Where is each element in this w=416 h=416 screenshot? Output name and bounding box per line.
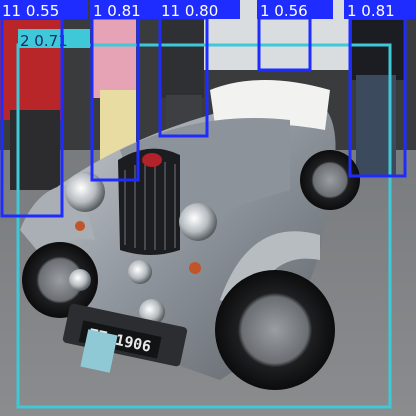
detection-box-2[interactable]: 2 0.71	[16, 29, 392, 409]
box-label-bg	[158, 0, 240, 19]
detection-box-11a[interactable]: 11 0.55	[0, 0, 88, 218]
box-outline	[348, 16, 407, 178]
box-label-bg	[344, 0, 416, 19]
front-sticker	[80, 329, 118, 373]
detection-box-1c[interactable]: 1 0.81	[344, 0, 416, 178]
left-headlamp	[65, 172, 105, 212]
box-label: 2 0.71	[20, 32, 68, 50]
detection-box-11b[interactable]: 11 0.80	[158, 0, 240, 138]
vintage-car	[20, 80, 360, 390]
right-headlamp	[179, 203, 217, 241]
box-label-bg	[90, 0, 164, 19]
box-outline	[16, 43, 392, 409]
box-label-bg	[257, 0, 333, 19]
box-outline	[90, 16, 140, 182]
left-wheel	[22, 242, 98, 318]
box-label: 1 0.56	[260, 2, 308, 20]
right-wheel	[215, 270, 335, 390]
box-label: 1 0.81	[347, 2, 395, 20]
left-fog-lamp	[69, 269, 91, 291]
right-fog-lamp	[139, 299, 165, 325]
box-outline	[158, 16, 209, 138]
box-label-bg	[0, 0, 88, 19]
detection-box-1a[interactable]: 1 0.81	[90, 0, 164, 182]
box-label: 11 0.55	[2, 2, 59, 20]
box-label-bg	[18, 29, 90, 48]
detection-box-1b[interactable]: 1 0.56	[257, 0, 333, 72]
box-label: 1 0.81	[93, 2, 141, 20]
rear-wheel	[300, 150, 360, 210]
box-label: 11 0.80	[161, 2, 218, 20]
